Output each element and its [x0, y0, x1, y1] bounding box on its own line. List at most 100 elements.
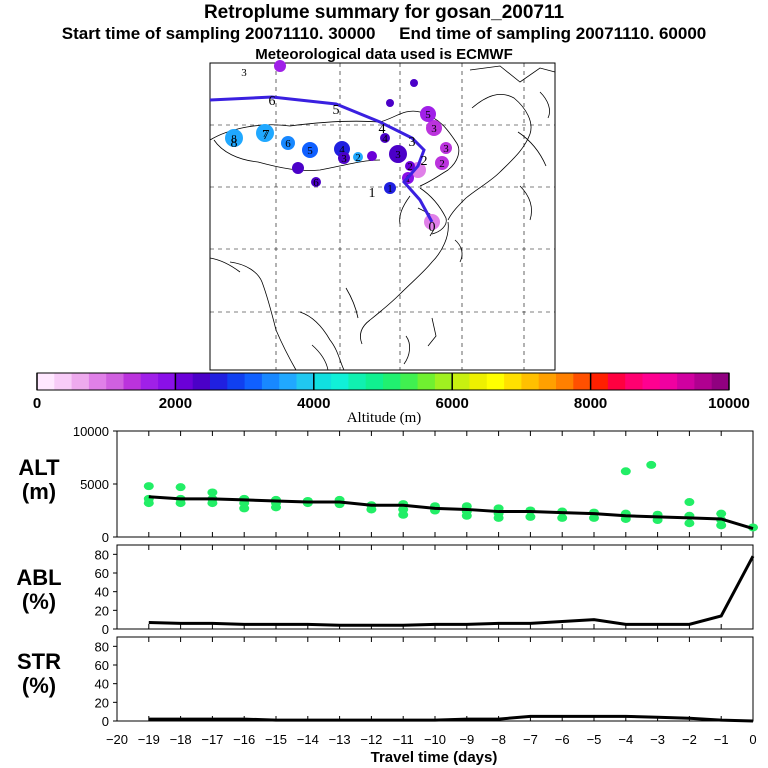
alt-cluster-point [207, 499, 218, 508]
map-track-day-label: 0 [429, 220, 436, 235]
x-tick-label: −14 [297, 732, 319, 747]
colorbar-swatch [538, 373, 557, 390]
abl-label-line2: (%) [21, 589, 57, 614]
met-note: Meteorological data used is ECMWF [255, 46, 513, 63]
map-cluster [311, 177, 321, 187]
map-cluster [380, 133, 390, 143]
colorbar-swatch [521, 373, 540, 390]
map-track-day-label: 4 [379, 122, 386, 137]
colorbar-swatch [625, 373, 643, 390]
colorbar-tick-label: 6000 [436, 395, 469, 412]
colorbar-swatch [711, 373, 730, 390]
alt-cluster-point [461, 511, 472, 520]
colorbar-swatch [694, 373, 713, 390]
colorbar-swatch [417, 373, 436, 390]
alt-cluster-point [525, 512, 536, 521]
abl-line [148, 555, 755, 627]
colorbar-tick-label: 0 [33, 395, 41, 412]
map-cluster-label: 2 [355, 152, 361, 164]
map-cluster-dot [386, 99, 394, 107]
colorbar-swatch [659, 373, 678, 390]
alt-cluster-point [493, 513, 504, 522]
map-cluster [353, 152, 363, 162]
map-cluster-label: 1 [387, 183, 393, 195]
map-cluster [389, 145, 407, 163]
map-cluster [225, 129, 243, 147]
abl-panel: 80 60 40 20 0 [95, 544, 755, 637]
alt-cluster-point [143, 482, 154, 491]
alt-ytick-label: 10000 [73, 424, 109, 439]
coastlines [209, 65, 556, 371]
map-cluster-dot [410, 79, 418, 87]
map-cluster-label: 2 [407, 161, 413, 173]
x-tick-label: −20 [106, 732, 128, 747]
map-cluster [426, 120, 442, 136]
map-track-day-label: 6 [269, 94, 276, 109]
map-track-day-label: 8 [231, 136, 238, 151]
colorbar-axis-label: Altitude (m) [346, 410, 422, 426]
colorbar-swatch [37, 373, 55, 390]
map-cluster [384, 182, 396, 194]
alt-ytick-label: 5000 [80, 477, 109, 492]
colorbar-swatch [54, 373, 73, 390]
map-track-day-label: 1 [369, 186, 376, 201]
x-tick-label: −1 [714, 732, 729, 747]
alt-cluster-point [557, 513, 568, 522]
colorbar-swatch [331, 373, 349, 390]
colorbar-swatch [348, 373, 367, 390]
colorbar-swatch [296, 373, 315, 390]
colorbar-swatch [642, 373, 661, 390]
colorbar-swatch [434, 373, 453, 390]
map-cluster-label: 2 [439, 158, 445, 170]
colorbar-swatch [677, 373, 695, 390]
map-cluster [405, 161, 415, 171]
map-cluster-dot [367, 151, 377, 161]
str-ytick-label: 40 [95, 677, 109, 692]
x-tick-label: −18 [170, 732, 192, 747]
x-tick-label: −12 [360, 732, 382, 747]
x-tick-label: −2 [682, 732, 697, 747]
map-cluster-label: 6 [285, 138, 291, 150]
abl-ytick-label: 20 [95, 603, 109, 618]
colorbar-swatch [88, 373, 107, 390]
abl-panel-label: ABL (%) [14, 566, 64, 614]
alt-cluster-point [716, 509, 727, 518]
colorbar-swatch [365, 373, 384, 390]
colorbar-swatch [279, 373, 297, 390]
map-cluster [338, 152, 350, 164]
x-tick-label: −19 [138, 732, 160, 747]
map-frame [209, 62, 556, 371]
alt-cluster-point [716, 521, 727, 530]
x-tick-label: −8 [491, 732, 506, 747]
colorbar-swatch [261, 373, 280, 390]
alt-ytick-label: 0 [102, 530, 109, 545]
map-track-day-label: 5 [333, 103, 340, 118]
x-axis-label: Travel time (days) [370, 749, 498, 766]
x-tick-label: −16 [233, 732, 255, 747]
map-cluster [256, 124, 274, 142]
abl-ytick-label: 80 [95, 547, 109, 562]
x-tick-label: 0 [749, 732, 756, 747]
alt-panel-label: ALT (m) [14, 456, 64, 504]
colorbar-swatch [590, 373, 609, 390]
abl-label-line1: ABL [16, 565, 62, 590]
colorbar-swatch [244, 373, 263, 390]
x-tick-label: −6 [555, 732, 570, 747]
map-cluster [440, 142, 452, 154]
map-cluster-label: 5 [307, 145, 313, 157]
abl-frame [116, 544, 754, 630]
colorbar-swatch [227, 373, 246, 390]
map-cluster-label: 5 [425, 109, 431, 121]
map-cluster-dot [292, 162, 304, 174]
x-tick-label: −17 [201, 732, 223, 747]
colorbar-swatch [573, 373, 592, 390]
colorbar-swatch [469, 373, 488, 390]
map-cluster-dot [274, 60, 286, 72]
map-cluster-label: 3 [443, 143, 449, 155]
str-ytick-label: 0 [102, 714, 109, 729]
alt-cluster-point [175, 499, 186, 508]
